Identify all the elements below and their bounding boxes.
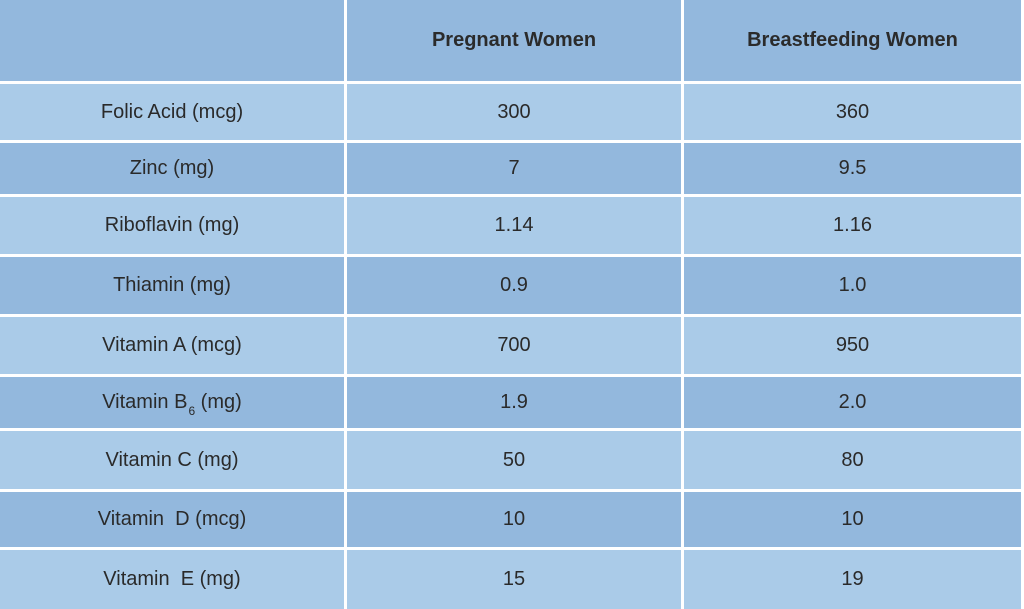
nutrient-cell: Vitamin D (mcg) — [0, 492, 344, 547]
table-row: Vitamin D (mcg) 10 10 — [0, 492, 1024, 547]
pregnant-value-cell: 0.9 — [344, 257, 681, 314]
table-row: Folic Acid (mcg) 300 360 — [0, 84, 1024, 140]
subscript-six: 6 — [188, 404, 196, 418]
nutrient-name: Vitamin B — [102, 391, 188, 413]
table-row: Riboflavin (mg) 1.14 1.16 — [0, 197, 1024, 254]
header-cell-pregnant-women: Pregnant Women — [344, 0, 681, 81]
pregnant-value-cell: 50 — [344, 431, 681, 489]
breastfeeding-value-cell: 1.16 — [681, 197, 1021, 254]
table-row: Vitamin A (mcg) 700 950 — [0, 317, 1024, 374]
nutrient-cell: Riboflavin (mg) — [0, 197, 344, 254]
table-row: Zinc (mg) 7 9.5 — [0, 143, 1024, 194]
header-cell-blank — [0, 0, 344, 81]
table-row: Vitamin C (mg) 50 80 — [0, 431, 1024, 489]
nutrient-cell: Vitamin E (mg) — [0, 550, 344, 609]
nutrient-unit: (mg) — [195, 391, 242, 413]
pregnant-value-cell: 7 — [344, 143, 681, 194]
nutrient-cell: Folic Acid (mcg) — [0, 84, 344, 140]
pregnant-value-cell: 1.9 — [344, 377, 681, 428]
table-header-row: Pregnant Women Breastfeeding Women — [0, 0, 1024, 81]
nutrient-cell: Thiamin (mg) — [0, 257, 344, 314]
pregnant-value-cell: 300 — [344, 84, 681, 140]
pregnant-value-cell: 1.14 — [344, 197, 681, 254]
pregnant-value-cell: 700 — [344, 317, 681, 374]
table-row: Thiamin (mg) 0.9 1.0 — [0, 257, 1024, 314]
nutrient-cell: Zinc (mg) — [0, 143, 344, 194]
nutrient-cell: Vitamin A (mcg) — [0, 317, 344, 374]
breastfeeding-value-cell: 2.0 — [681, 377, 1021, 428]
breastfeeding-value-cell: 80 — [681, 431, 1021, 489]
breastfeeding-value-cell: 950 — [681, 317, 1021, 374]
pregnant-value-cell: 15 — [344, 550, 681, 609]
header-cell-breastfeeding-women: Breastfeeding Women — [681, 0, 1021, 81]
breastfeeding-value-cell: 19 — [681, 550, 1021, 609]
breastfeeding-value-cell: 1.0 — [681, 257, 1021, 314]
breastfeeding-value-cell: 360 — [681, 84, 1021, 140]
pregnant-value-cell: 10 — [344, 492, 681, 547]
table-row: Vitamin E (mg) 15 19 — [0, 550, 1024, 609]
breastfeeding-value-cell: 9.5 — [681, 143, 1021, 194]
breastfeeding-value-cell: 10 — [681, 492, 1021, 547]
nutrient-cell: Vitamin C (mg) — [0, 431, 344, 489]
